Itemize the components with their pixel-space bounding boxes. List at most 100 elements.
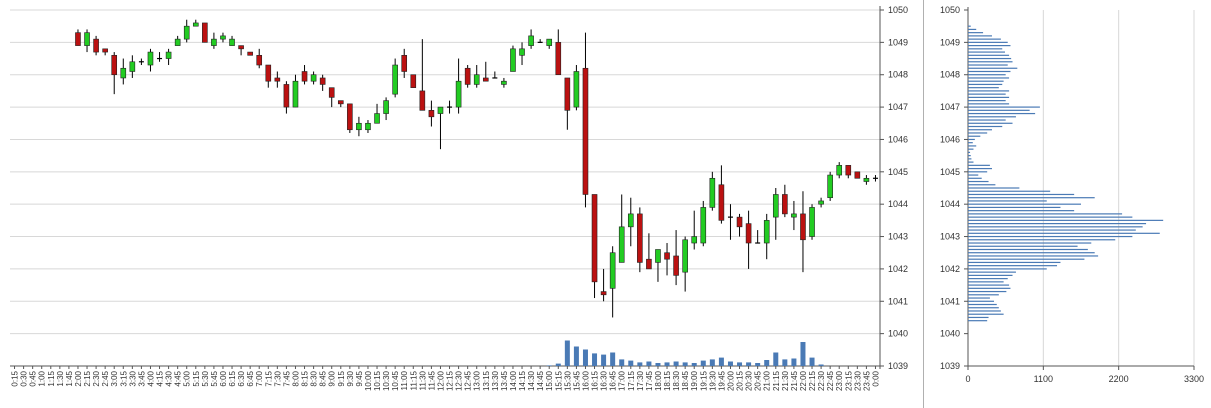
volume-bar: [700, 360, 706, 366]
candle-body: [220, 35, 226, 40]
profile-bar: [968, 116, 1016, 118]
x-tick-label: 12:30: [455, 370, 464, 391]
volume-bar: [809, 357, 815, 366]
volume-bar: [582, 349, 588, 366]
candle-body: [328, 87, 335, 98]
y-tick-label: 1043: [940, 232, 960, 242]
profile-bar: [968, 316, 989, 319]
x-tick-label: 3:45: [137, 370, 146, 386]
y-tick-label: 1041: [940, 296, 960, 306]
profile-bar: [968, 310, 1001, 312]
x-tick-label: 4:00: [146, 370, 155, 386]
volume-profile-chart: 1039 1040 1041 1042 1043 1044 1045 1046 1047 1048…: [940, 5, 1204, 384]
y-tick-label: 1040: [888, 329, 908, 339]
candle-body: [528, 35, 534, 46]
x-tick-label: 14:00: [509, 370, 518, 391]
profile-bar: [968, 177, 982, 179]
profile-bar: [968, 77, 1010, 79]
x-tick-label: 22:30: [817, 370, 826, 391]
profile-bar: [968, 271, 1016, 273]
y-tick-label: 1049: [888, 37, 908, 47]
x-tick-label: 18:30: [672, 370, 681, 391]
volume-bar: [564, 340, 570, 366]
y-tick-label: 1048: [888, 70, 908, 80]
candle-body: [174, 38, 181, 46]
candle-body: [310, 74, 317, 82]
x-tick-label: 0: [965, 374, 970, 384]
profile-bar: [968, 190, 1051, 192]
x-tick-label: 20:00: [726, 370, 735, 391]
profile-bar: [968, 28, 977, 31]
profile-bar: [968, 119, 1006, 121]
x-tick-label: 20:30: [745, 370, 754, 391]
candle-body: [655, 249, 661, 263]
volume-bar: [637, 362, 643, 366]
candle-body: [93, 38, 99, 53]
x-tick-label: 3:15: [119, 370, 128, 386]
candle-body: [301, 71, 308, 82]
y-tick-label: 1045: [888, 167, 908, 177]
candle-body: [800, 213, 806, 241]
y-tick-label: 1044: [940, 199, 960, 209]
profile-bar: [968, 48, 1003, 50]
x-tick-label: 9:45: [355, 370, 364, 386]
x-tick-label: 13:45: [500, 370, 509, 391]
candle-body: [482, 77, 489, 82]
x-tick-label: 2:15: [83, 370, 92, 386]
volume-bar: [791, 358, 797, 366]
x-tick-label: 6:15: [228, 370, 237, 386]
profile-bar: [968, 125, 1003, 128]
profile-bar: [968, 193, 1075, 196]
x-tick-label: 14:30: [527, 370, 536, 391]
candle-body: [664, 252, 670, 260]
profile-bar: [968, 93, 1006, 95]
candle-body: [763, 220, 770, 244]
profile-bar: [968, 184, 996, 186]
profile-bar: [968, 265, 1058, 267]
candle-body: [419, 90, 426, 111]
profile-bar: [968, 174, 979, 176]
candle-body: [591, 194, 598, 283]
x-tick-label: 1:45: [65, 370, 74, 386]
x-tick-label: 7:00: [255, 370, 264, 386]
candle-body: [256, 55, 263, 66]
x-tick-label: 9:30: [346, 370, 355, 386]
profile-bar: [968, 258, 1085, 260]
x-tick-label: 8:45: [319, 370, 328, 386]
x-tick-label: 21:15: [772, 370, 781, 391]
x-tick-label: 14:45: [536, 370, 545, 391]
x-tick-label: 6:00: [219, 370, 228, 386]
candle-body: [337, 100, 344, 105]
profile-bar: [968, 320, 988, 322]
volume-bar: [573, 346, 579, 366]
profile-bar: [968, 142, 973, 144]
x-tick-label: 12:45: [464, 370, 473, 391]
profile-bar: [968, 278, 1008, 280]
candle-body: [147, 51, 154, 66]
x-tick-label: 8:00: [291, 370, 300, 386]
candle-body: [782, 194, 788, 215]
y-tick-label: 1040: [940, 329, 960, 339]
volume-bar: [718, 357, 724, 366]
profile-bar: [968, 148, 974, 150]
candle-body: [455, 80, 462, 108]
y-tick-label: 1046: [940, 134, 960, 144]
volume-bar: [610, 352, 616, 366]
candle-body: [392, 64, 398, 95]
candle-body: [691, 236, 698, 244]
candle-body: [682, 239, 688, 273]
x-tick-label: 1:30: [56, 370, 65, 386]
y-tick-label: 1045: [940, 167, 960, 177]
candle-body: [265, 64, 272, 82]
x-tick-label: 18:45: [681, 370, 690, 391]
candle-body: [183, 25, 190, 40]
profile-bar: [968, 109, 1030, 111]
profile-bar: [968, 155, 971, 157]
x-tick-label: 4:30: [165, 370, 174, 386]
candle-body: [401, 55, 408, 72]
profile-bar: [968, 245, 1078, 247]
profile-bar: [968, 138, 975, 141]
profile-bar: [968, 96, 1010, 98]
x-tick-label: 15:45: [572, 370, 581, 391]
profile-bar: [968, 213, 1123, 215]
